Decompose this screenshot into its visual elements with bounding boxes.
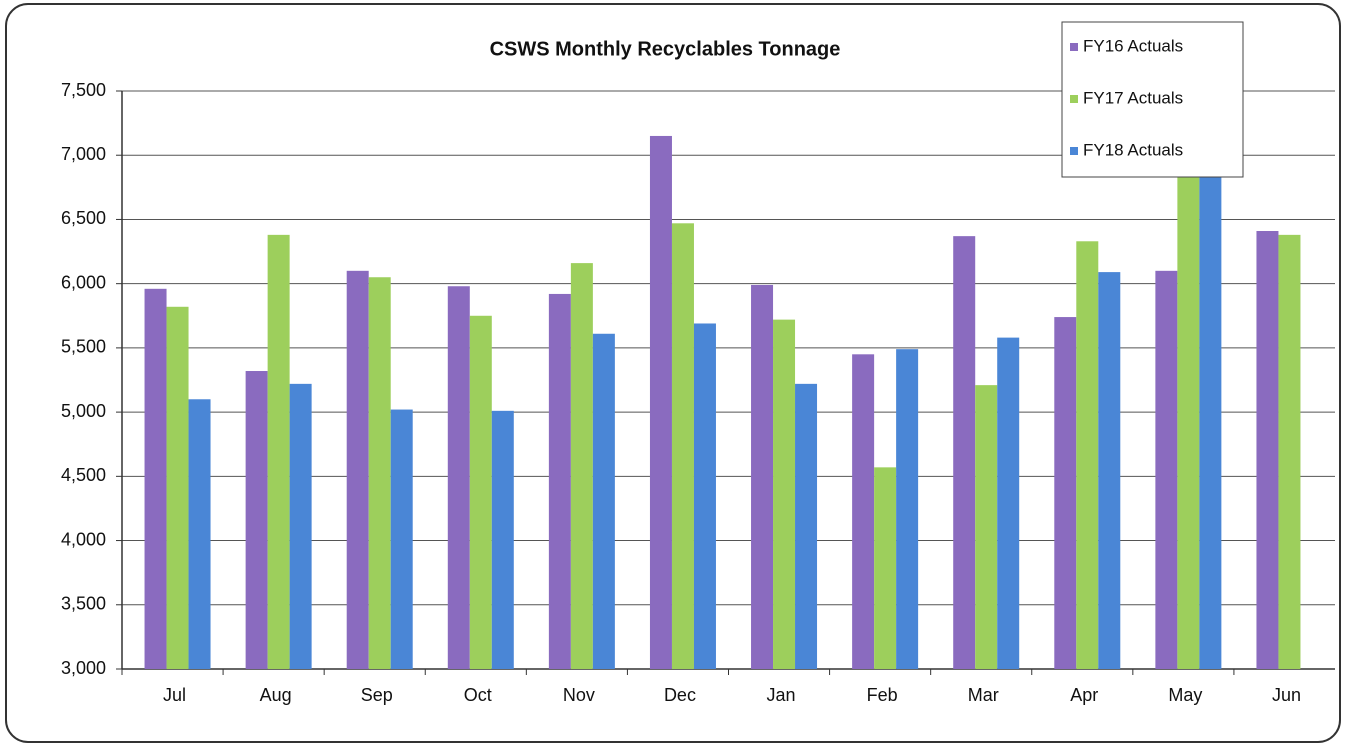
bar (188, 399, 211, 669)
legend-swatch (1070, 147, 1078, 155)
bar (1278, 234, 1301, 669)
y-tick-label: 5,000 (61, 401, 106, 421)
y-tick-label: 3,500 (61, 594, 106, 614)
legend-label: FY17 Actuals (1083, 88, 1183, 107)
bar (1199, 168, 1222, 670)
bar (592, 333, 615, 669)
y-tick-label: 6,000 (61, 272, 106, 292)
x-tick-label: Mar (968, 685, 999, 705)
bar (447, 286, 470, 669)
x-tick-label: Nov (563, 685, 595, 705)
x-tick-label: Oct (464, 685, 492, 705)
bar (852, 354, 875, 669)
x-tick-label: Aug (260, 685, 292, 705)
chart-title: CSWS Monthly Recyclables Tonnage (490, 38, 841, 60)
bar (368, 277, 391, 669)
bar (693, 323, 716, 669)
bar (773, 319, 796, 669)
y-tick-label: 4,500 (61, 465, 106, 485)
bar (390, 409, 413, 669)
y-tick-label: 4,000 (61, 529, 106, 549)
bar (166, 306, 189, 669)
legend-label: FY16 Actuals (1083, 36, 1183, 55)
bar (1076, 241, 1099, 669)
bar (874, 467, 897, 669)
x-tick-label: Feb (867, 685, 898, 705)
bar (997, 337, 1020, 669)
bar (570, 263, 593, 669)
bar (795, 383, 818, 669)
bar (245, 371, 268, 669)
y-tick-label: 7,500 (61, 80, 106, 100)
x-tick-label: Jan (767, 685, 796, 705)
x-tick-label: Dec (664, 685, 696, 705)
y-tick-label: 5,500 (61, 337, 106, 357)
bar (1155, 270, 1178, 669)
bar (346, 270, 369, 669)
bar (1177, 168, 1200, 670)
y-tick-label: 6,500 (61, 208, 106, 228)
x-tick-label: Sep (361, 685, 393, 705)
bar (975, 385, 998, 669)
x-tick-label: Jul (163, 685, 186, 705)
legend-label: FY18 Actuals (1083, 140, 1183, 159)
bar (144, 288, 167, 669)
bar (953, 236, 976, 670)
bar (649, 135, 672, 669)
bar (1098, 272, 1121, 669)
y-tick-label: 7,000 (61, 144, 106, 164)
y-tick-label: 3,000 (61, 658, 106, 678)
legend-swatch (1070, 95, 1078, 103)
bar (751, 284, 774, 669)
legend-box (1061, 21, 1244, 178)
x-tick-label: May (1168, 685, 1202, 705)
bar (671, 223, 694, 669)
bar (469, 315, 492, 669)
bar (491, 410, 514, 669)
legend-swatch (1070, 43, 1078, 51)
bar (289, 383, 312, 669)
bar (1256, 231, 1279, 669)
bar (548, 293, 571, 669)
bar (896, 349, 919, 669)
bar (267, 234, 290, 669)
x-tick-label: Apr (1070, 685, 1098, 705)
bar (1054, 317, 1077, 669)
x-tick-label: Jun (1272, 685, 1301, 705)
